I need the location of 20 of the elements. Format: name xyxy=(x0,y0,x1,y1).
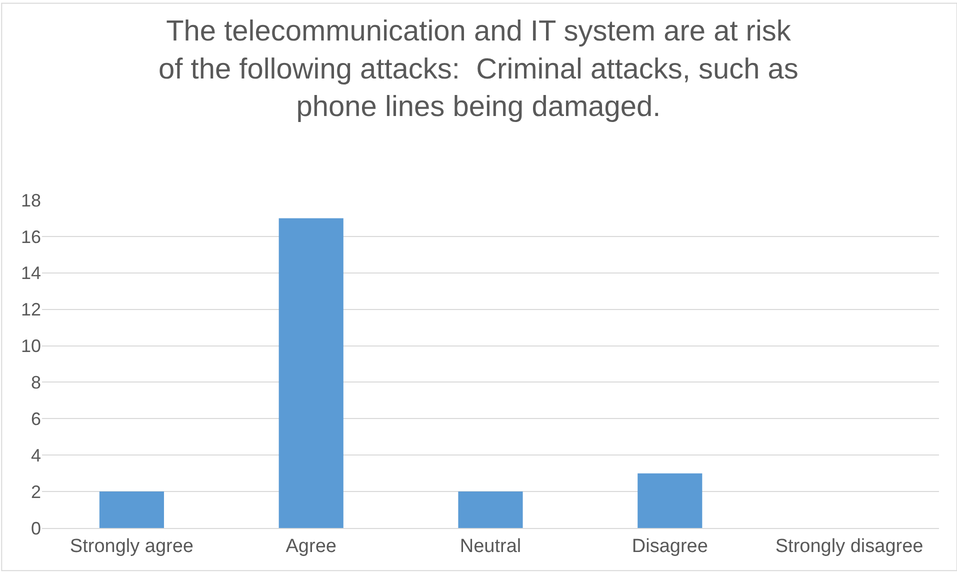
y-tick-label: 8 xyxy=(30,372,41,393)
y-tick-label: 6 xyxy=(30,408,41,429)
y-tick-label: 0 xyxy=(30,518,41,538)
y-tick-label: 10 xyxy=(20,336,41,356)
y-tick-label: 18 xyxy=(20,190,41,210)
y-tick-label: 4 xyxy=(30,445,41,466)
y-tick-label: 16 xyxy=(20,226,41,247)
bar xyxy=(638,473,702,528)
x-tick-label: Strongly disagree xyxy=(775,536,924,557)
bar xyxy=(278,218,344,528)
y-tick-label: 12 xyxy=(20,300,41,320)
x-tick-label: Strongly agree xyxy=(70,536,194,557)
x-tick-label: Neutral xyxy=(460,536,522,557)
y-tick-label: 2 xyxy=(30,482,41,502)
bar xyxy=(458,492,523,528)
chart-title: The telecommunication and IT system are at risk of the following attacks: Criminal attacks, such as phone lines being damaged. xyxy=(158,16,798,123)
x-tick-label: Disagree xyxy=(632,536,708,557)
bar xyxy=(99,492,164,528)
y-tick-label: 14 xyxy=(20,263,41,284)
x-tick-label: Agree xyxy=(286,536,336,557)
